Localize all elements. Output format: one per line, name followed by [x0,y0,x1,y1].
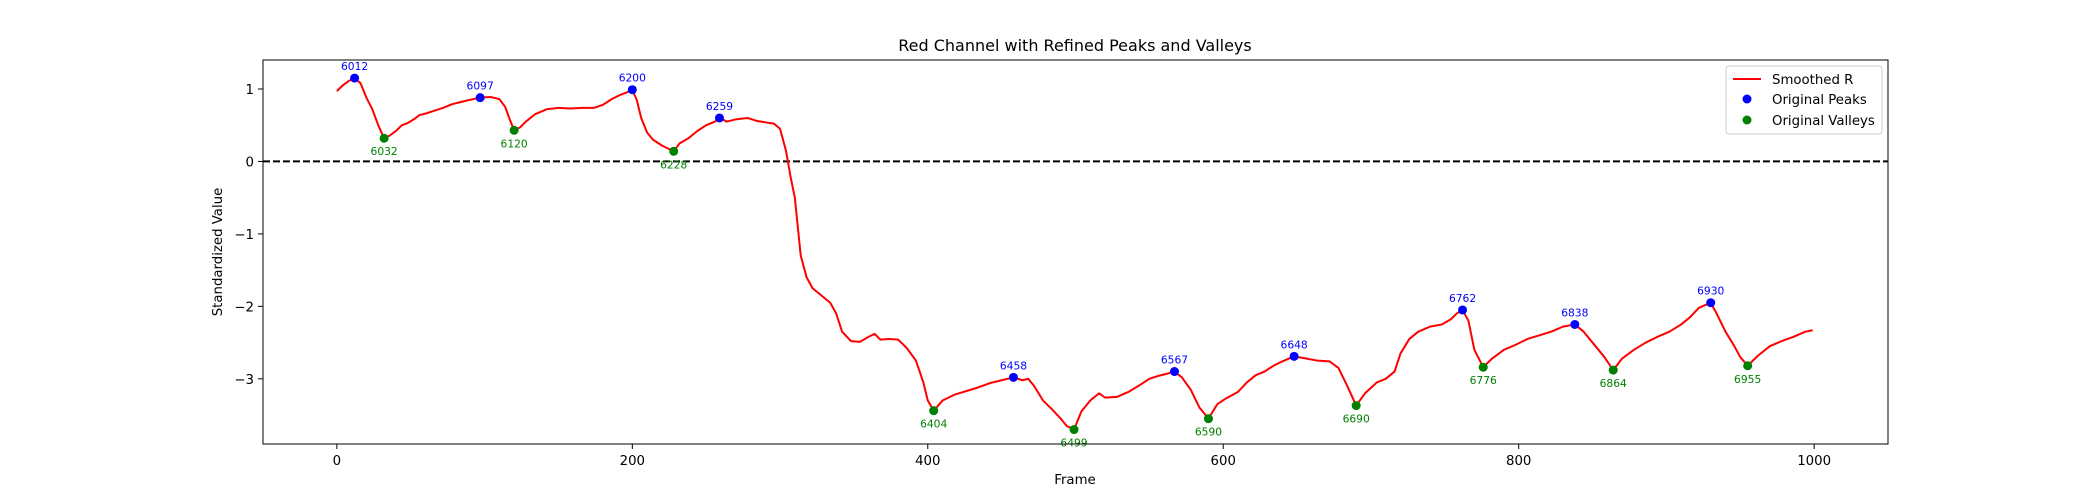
valley-label: 6776 [1470,374,1497,387]
valley-marker [929,406,939,416]
valley-marker [1478,362,1488,372]
y-tick-label: −2 [234,300,254,315]
peak-label: 6762 [1449,292,1476,305]
x-axis: 0 200 400 600 800 1000 [333,444,1831,469]
y-tick-label: −3 [234,373,254,388]
legend: Smoothed R Original Peaks Original Valle… [1725,65,1883,135]
smoothed-r-line [336,77,1813,431]
legend-label-smoothed-r: Smoothed R [1772,73,1853,88]
valley-marker [1351,401,1361,411]
legend-valley-marker [1742,115,1752,125]
plot-frame [262,59,1889,445]
peak-marker [1458,305,1468,315]
valley-label: 6404 [920,418,947,431]
peak-marker [350,73,360,83]
peak-label: 6259 [706,100,733,113]
legend-label-valleys: Original Valleys [1772,114,1875,129]
valley-marker [1069,425,1079,435]
peak-label: 6567 [1161,354,1188,367]
peak-marker [1008,372,1018,382]
peak-label: 6097 [467,80,494,93]
peak-label: 6930 [1697,285,1724,298]
x-tick-label: 1000 [1797,454,1831,469]
peak-label: 6458 [1000,359,1027,372]
valley-label: 6590 [1195,426,1222,439]
peak-label: 6648 [1281,338,1308,351]
valley-label: 6228 [660,158,687,171]
x-tick-label: 800 [1506,454,1531,469]
peak-label: 6838 [1561,306,1588,319]
peak-marker [1706,298,1716,308]
x-tick-label: 0 [333,454,341,469]
valley-marker [379,133,389,143]
valley-marker [1743,361,1753,371]
legend-label-peaks: Original Peaks [1772,93,1867,108]
peak-marker [1169,367,1179,377]
valley-label: 6120 [501,137,528,150]
valley-marker [509,125,519,135]
y-axis: −3 −2 −1 0 1 [234,83,263,388]
peak-marker [1289,351,1299,361]
valley-marker [1608,365,1618,375]
y-axis-label: Standardized Value [211,188,226,317]
valley-label: 6690 [1343,413,1370,426]
y-tick-label: 1 [246,83,254,98]
x-tick-label: 600 [1211,454,1236,469]
peak-marker [1570,319,1580,329]
valley-marker [669,146,679,156]
valley-label: 6032 [371,145,398,158]
x-tick-label: 200 [620,454,645,469]
valley-label: 6864 [1600,377,1627,390]
legend-box [1725,65,1883,135]
peak-marker [627,85,637,95]
valley-marker [1203,414,1213,424]
y-tick-label: −1 [234,228,254,243]
y-tick-label: 0 [246,155,254,170]
x-axis-label: Frame [1054,473,1095,488]
valley-label: 6499 [1060,437,1087,450]
legend-peak-marker [1742,94,1752,104]
peak-marker [714,113,724,123]
plot-area: 6012 6097 6200 6259 6458 6567 6648 6762 6838 6930… [263,60,1888,450]
peak-marker [475,93,485,103]
peak-label: 6200 [619,72,646,85]
x-tick-label: 400 [915,454,940,469]
chart-title: Red Channel with Refined Peaks and Valle… [898,36,1251,55]
valley-label: 6955 [1734,373,1761,386]
peak-label: 6012 [341,60,368,73]
